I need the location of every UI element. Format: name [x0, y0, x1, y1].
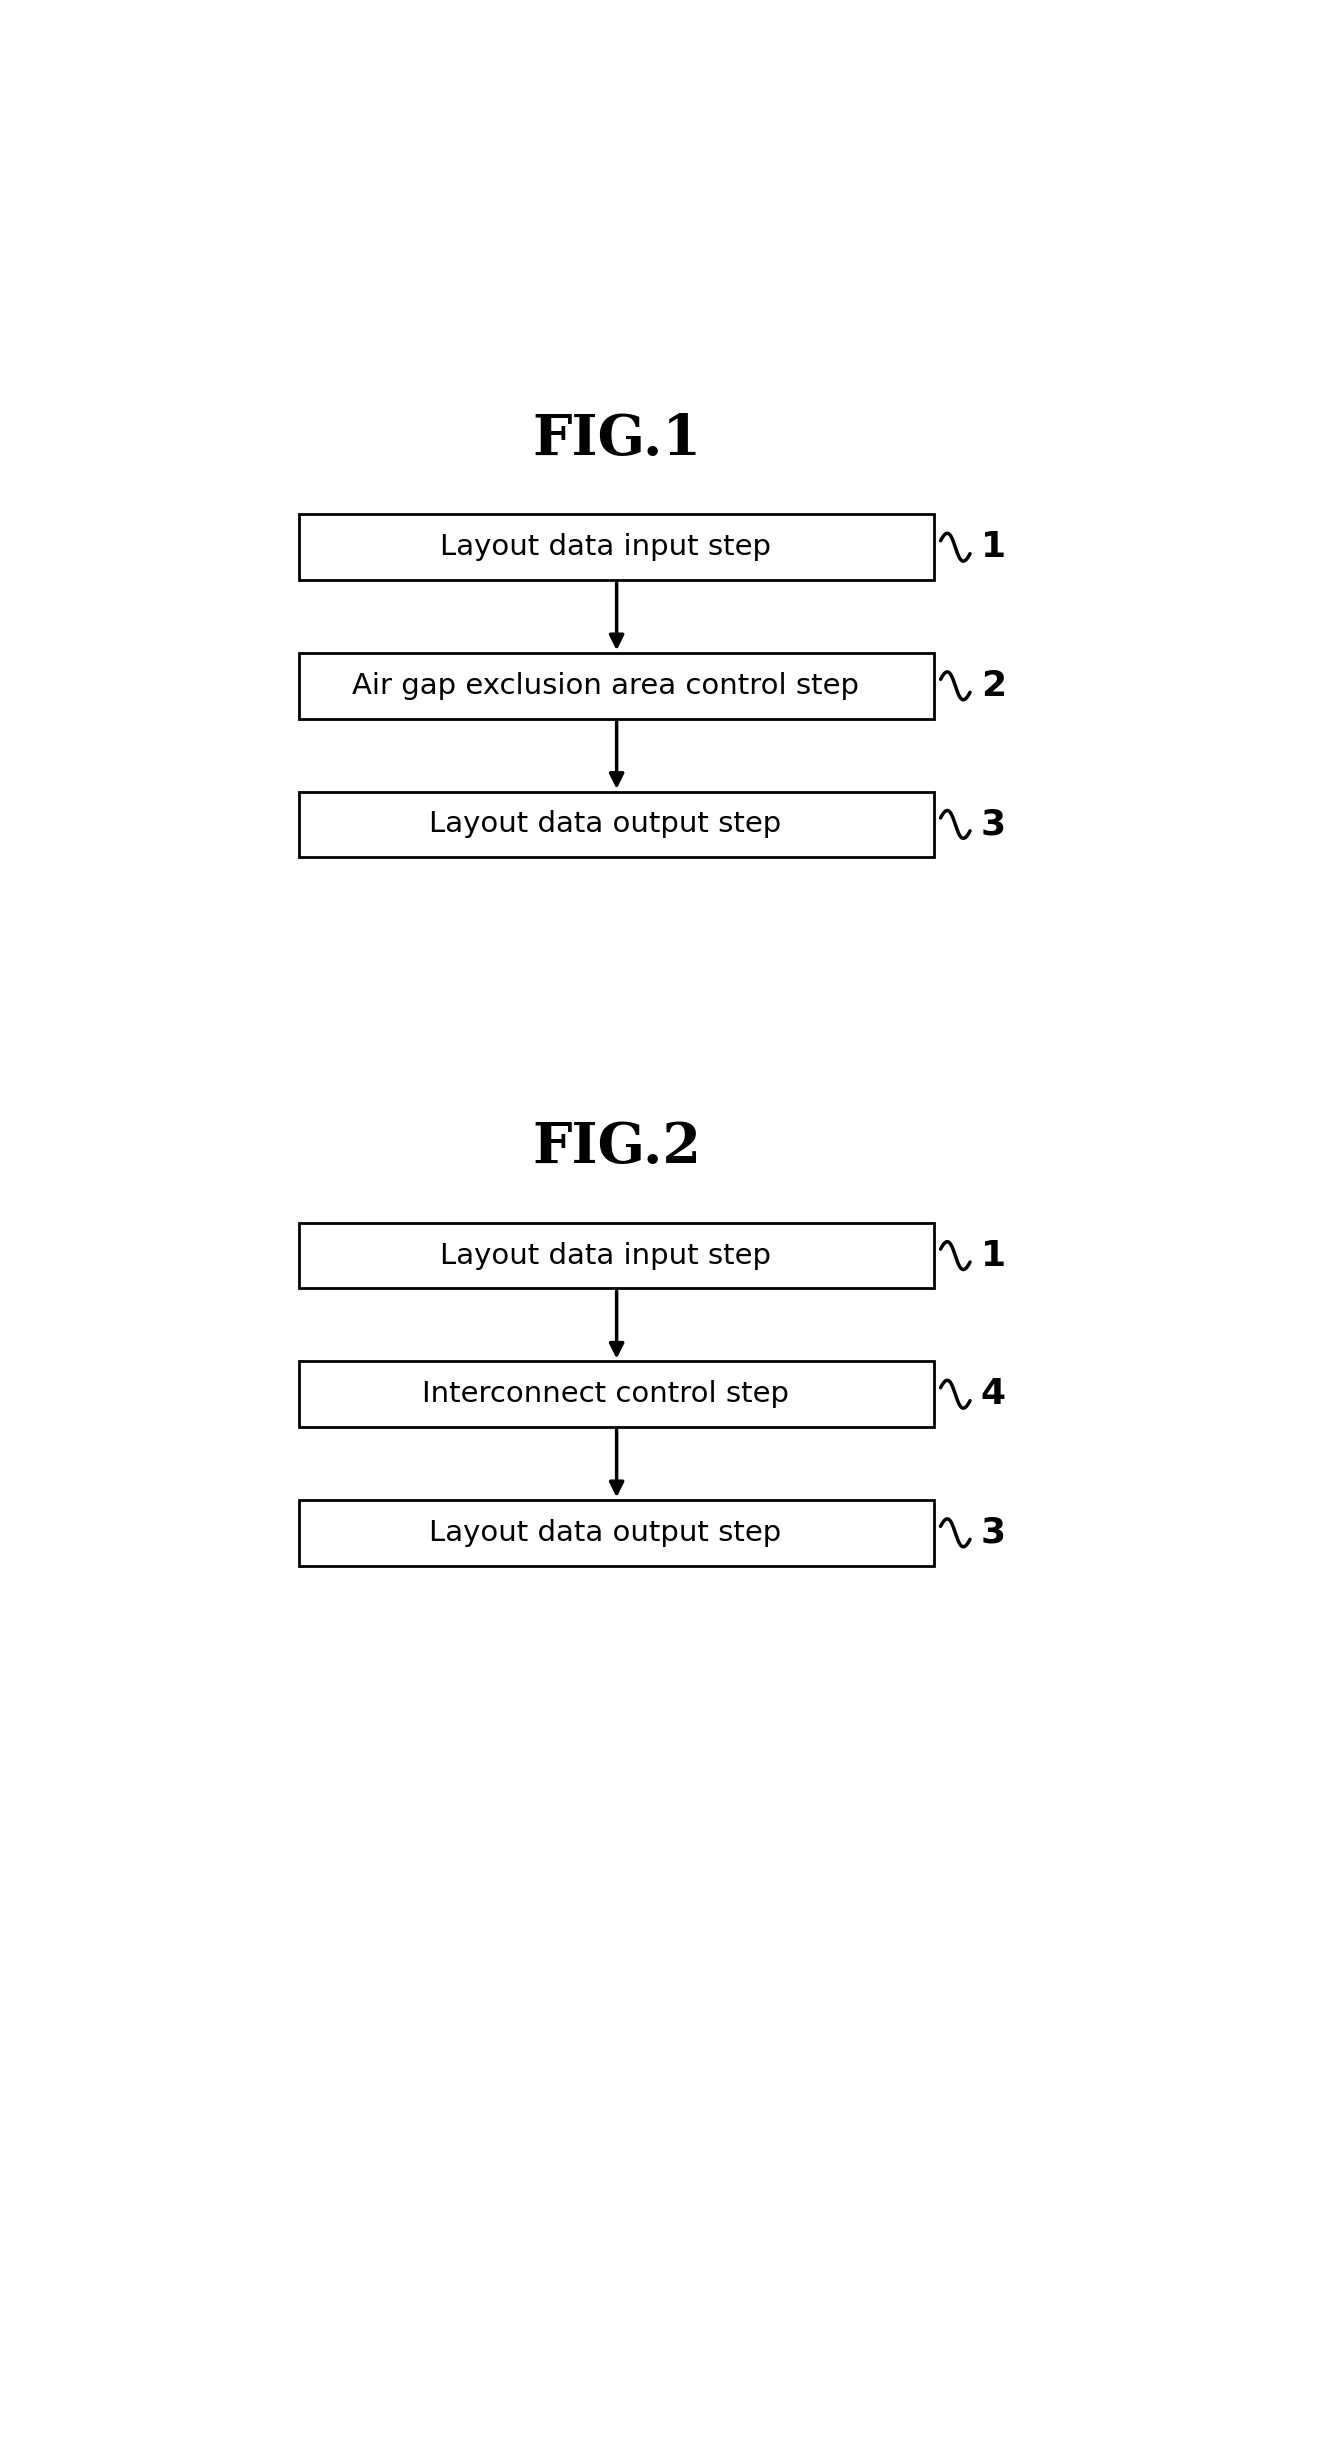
FancyBboxPatch shape	[299, 654, 935, 718]
Text: Air gap exclusion area control step: Air gap exclusion area control step	[352, 671, 858, 700]
Text: Interconnect control step: Interconnect control step	[421, 1381, 789, 1408]
FancyBboxPatch shape	[299, 514, 935, 580]
Text: 3: 3	[981, 1516, 1005, 1550]
FancyBboxPatch shape	[299, 1362, 935, 1428]
Text: Layout data output step: Layout data output step	[429, 1518, 781, 1548]
Text: 1: 1	[981, 531, 1005, 563]
Text: 1: 1	[981, 1239, 1005, 1273]
Text: Layout data input step: Layout data input step	[440, 534, 770, 561]
Text: 3: 3	[981, 808, 1005, 842]
Text: 4: 4	[981, 1376, 1005, 1411]
Text: Layout data output step: Layout data output step	[429, 811, 781, 838]
FancyBboxPatch shape	[299, 791, 935, 857]
Text: 2: 2	[981, 669, 1005, 703]
Text: FIG.2: FIG.2	[532, 1119, 701, 1176]
Text: Layout data input step: Layout data input step	[440, 1242, 770, 1269]
Text: FIG.1: FIG.1	[532, 411, 701, 468]
FancyBboxPatch shape	[299, 1501, 935, 1565]
FancyBboxPatch shape	[299, 1222, 935, 1288]
